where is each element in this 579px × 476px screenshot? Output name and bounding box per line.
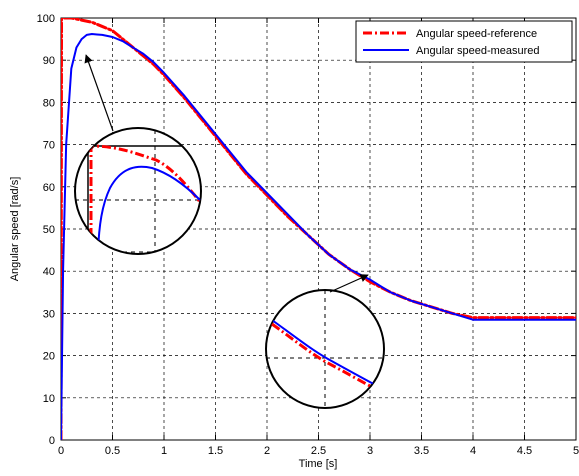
zoom-1-reference-line [89,144,201,254]
y-tick-label: 50 [43,224,55,236]
y-tick-label: 60 [43,182,55,194]
x-tick-label: 1.5 [208,445,223,457]
y-tick-label: 30 [43,308,55,320]
x-tick-label: 5 [573,445,579,457]
series-layer [61,18,576,440]
y-tick-label: 70 [43,140,55,152]
zoom-2-measured-line [271,319,384,390]
x-tick-label: 0 [58,445,64,457]
x-axis-label: Time [s] [299,458,338,470]
y-tick-label: 0 [49,435,55,447]
series-line-measured [61,33,576,440]
zoom-circle-2 [265,274,385,409]
y-tick-label: 80 [43,97,55,109]
zoom-2-arrow [329,274,369,293]
y-tick-label: 100 [37,13,55,25]
ticks: 0 0.5 1 1.5 2 2.5 3 3.5 4 4.5 50102030405060708090… [37,13,579,457]
zoom-circle-2-content [266,290,384,408]
legend-label-measured: Angular speed-measured [416,45,540,57]
zoom-2-reference-line [271,322,384,395]
legend-box [355,20,573,63]
x-tick-label: 4.5 [517,445,532,457]
x-tick-label: 4 [470,445,476,457]
legend-label-reference: Angular speed-reference [416,28,537,40]
y-tick-label: 10 [43,393,55,405]
y-tick-label: 20 [43,351,55,363]
x-tick-label: 2 [264,445,270,457]
zoom-circle-1-border [74,127,202,255]
x-tick-label: 3 [367,445,373,457]
x-tick-label: 0.5 [105,445,120,457]
x-tick-label: 1 [161,445,167,457]
legend: Angular speed-reference Angular speed-me… [355,20,573,63]
y-tick-label: 40 [43,266,55,278]
y-axis-label: Angular speed [rad/s] [9,177,21,282]
zoom-1-measured-line [97,165,201,253]
zoom-annotations [74,54,385,409]
x-tick-label: 2.5 [311,445,326,457]
x-tick-label: 3.5 [414,445,429,457]
y-tick-label: 90 [43,55,55,67]
zoom-1-arrow [84,54,114,132]
